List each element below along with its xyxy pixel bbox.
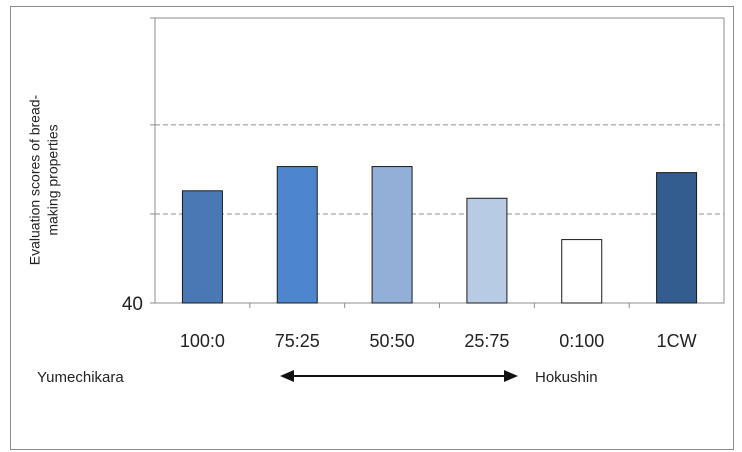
x-tick-label: 75:25: [275, 331, 320, 351]
bar-1CW: [656, 172, 698, 304]
plot-area: [154, 17, 725, 304]
annotation-left-label: Yumechikara: [37, 369, 124, 386]
x-tick-label: 0:100: [559, 331, 604, 351]
x-tick-label: 1CW: [657, 331, 697, 351]
x-tick-label: 25:75: [464, 331, 509, 351]
x-tick-label: 100:0: [180, 331, 225, 351]
y-tick-label: 40: [122, 294, 143, 315]
bar-100:0: [181, 190, 223, 304]
annotation-right-label: Hokushin: [535, 369, 598, 386]
annotation-arrowhead-right: [504, 370, 518, 382]
bar-50:50: [371, 166, 413, 304]
bar-75:25: [276, 166, 318, 304]
x-tick-label: 50:50: [370, 331, 415, 351]
annotation-arrowhead-left: [280, 370, 294, 382]
bar-25:75: [466, 197, 508, 304]
bar-0:100: [561, 239, 603, 304]
